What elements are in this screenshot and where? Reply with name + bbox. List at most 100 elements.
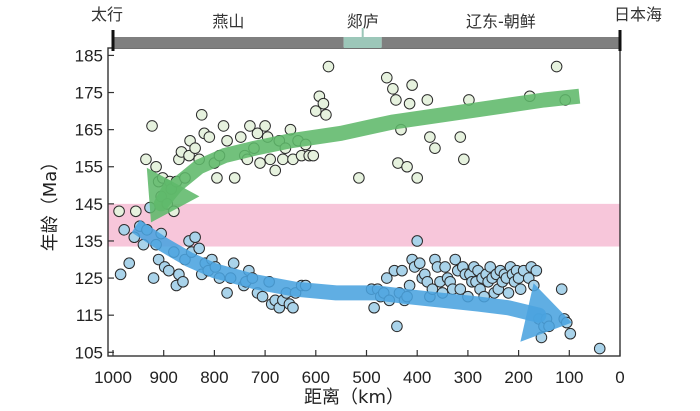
older-point (550, 60, 563, 73)
y-tick-label: 105 (75, 343, 103, 362)
older-point (264, 153, 276, 166)
x-tick-label: 600 (302, 368, 330, 387)
x-tick-label: 200 (504, 368, 532, 387)
older-point (401, 160, 413, 173)
older-point (130, 205, 142, 218)
x-tick-label: 500 (352, 368, 380, 387)
older-point (406, 79, 418, 91)
older-point (269, 164, 282, 177)
region-end-right: 日本海 (614, 5, 662, 24)
younger-point (449, 253, 462, 266)
green-trend-shaft (153, 88, 581, 212)
younger-point (502, 287, 515, 299)
younger-point (152, 253, 165, 266)
younger-point (439, 261, 451, 273)
older-point (390, 94, 402, 106)
older-point (183, 149, 195, 162)
younger-point (391, 320, 403, 333)
younger-point (380, 272, 393, 284)
older-point (228, 172, 241, 184)
younger-point (484, 261, 497, 273)
older-point (322, 60, 335, 73)
region-segment (113, 37, 344, 48)
older-point (217, 120, 230, 132)
older-point (221, 134, 233, 147)
region-end-left: 太行 (91, 5, 123, 24)
x-tick-label: 400 (403, 368, 431, 387)
older-point (307, 149, 320, 162)
younger-point (411, 235, 424, 247)
older-point (458, 153, 470, 166)
younger-point (454, 283, 467, 296)
x-tick-label: 900 (150, 368, 178, 387)
y-tick-label: 155 (75, 158, 103, 177)
x-tick-label: 800 (200, 368, 228, 387)
younger-point (114, 268, 127, 281)
x-tick-label: 0 (615, 368, 624, 387)
green-trend-head (146, 167, 200, 223)
younger-point (118, 224, 130, 236)
older-point (150, 160, 162, 173)
older-point (211, 172, 223, 184)
younger-point (189, 231, 201, 244)
younger-point (530, 264, 543, 277)
x-axis-title: 距离（km） (304, 387, 404, 408)
younger-point (227, 257, 240, 270)
x-tick-label: 1000 (94, 368, 132, 387)
trend-arrow-layer (131, 88, 581, 342)
older-point (203, 131, 216, 143)
y-tick-label: 145 (75, 195, 103, 214)
region-bar: 燕山 郯庐 辽东-朝鲜 太行 日本海 (91, 5, 662, 51)
older-point (421, 94, 434, 106)
older-point (429, 142, 441, 154)
older-point (380, 71, 393, 84)
younger-point (193, 242, 205, 255)
region-label: 辽东-朝鲜 (466, 12, 536, 31)
older-point (317, 97, 330, 110)
older-point (387, 83, 399, 95)
older-point (403, 97, 416, 110)
blue-trend-shaft (131, 219, 547, 323)
younger-point (162, 264, 175, 277)
older-point (259, 120, 271, 132)
younger-point (564, 327, 577, 340)
older-point (140, 153, 152, 166)
x-tick-label: 700 (251, 368, 279, 387)
younger-point (123, 257, 136, 270)
older-point (195, 108, 208, 121)
younger-point (396, 264, 408, 277)
region-segment (381, 37, 620, 48)
younger-point (287, 301, 299, 314)
y-tick-label: 115 (76, 306, 103, 325)
younger-point (593, 342, 606, 355)
older-point (277, 153, 289, 166)
younger-point (514, 283, 527, 296)
younger-point (147, 272, 160, 284)
region-label: 郯庐 (347, 12, 379, 31)
y-tick-label: 165 (75, 121, 103, 140)
x-tick-label: 100 (555, 368, 583, 387)
y-tick-label: 135 (75, 232, 103, 251)
region-segment (343, 37, 382, 48)
y-tick-label: 175 (75, 84, 103, 103)
younger-point (256, 290, 269, 303)
older-point (113, 205, 125, 218)
older-point (244, 120, 256, 132)
older-point (320, 108, 332, 121)
younger-point (555, 283, 568, 296)
region-label: 燕山 (212, 12, 244, 31)
younger-point (177, 275, 189, 288)
older-point (353, 172, 365, 184)
younger-point (413, 257, 426, 270)
older-point (411, 172, 424, 184)
y-axis-title: 年龄（Ma） (40, 153, 61, 252)
older-point (454, 131, 467, 143)
x-tick-label: 300 (454, 368, 482, 387)
younger-point (368, 301, 380, 314)
older-point (189, 142, 201, 154)
older-point (310, 105, 322, 117)
y-tick-label: 125 (75, 269, 103, 288)
older-point (234, 131, 247, 143)
